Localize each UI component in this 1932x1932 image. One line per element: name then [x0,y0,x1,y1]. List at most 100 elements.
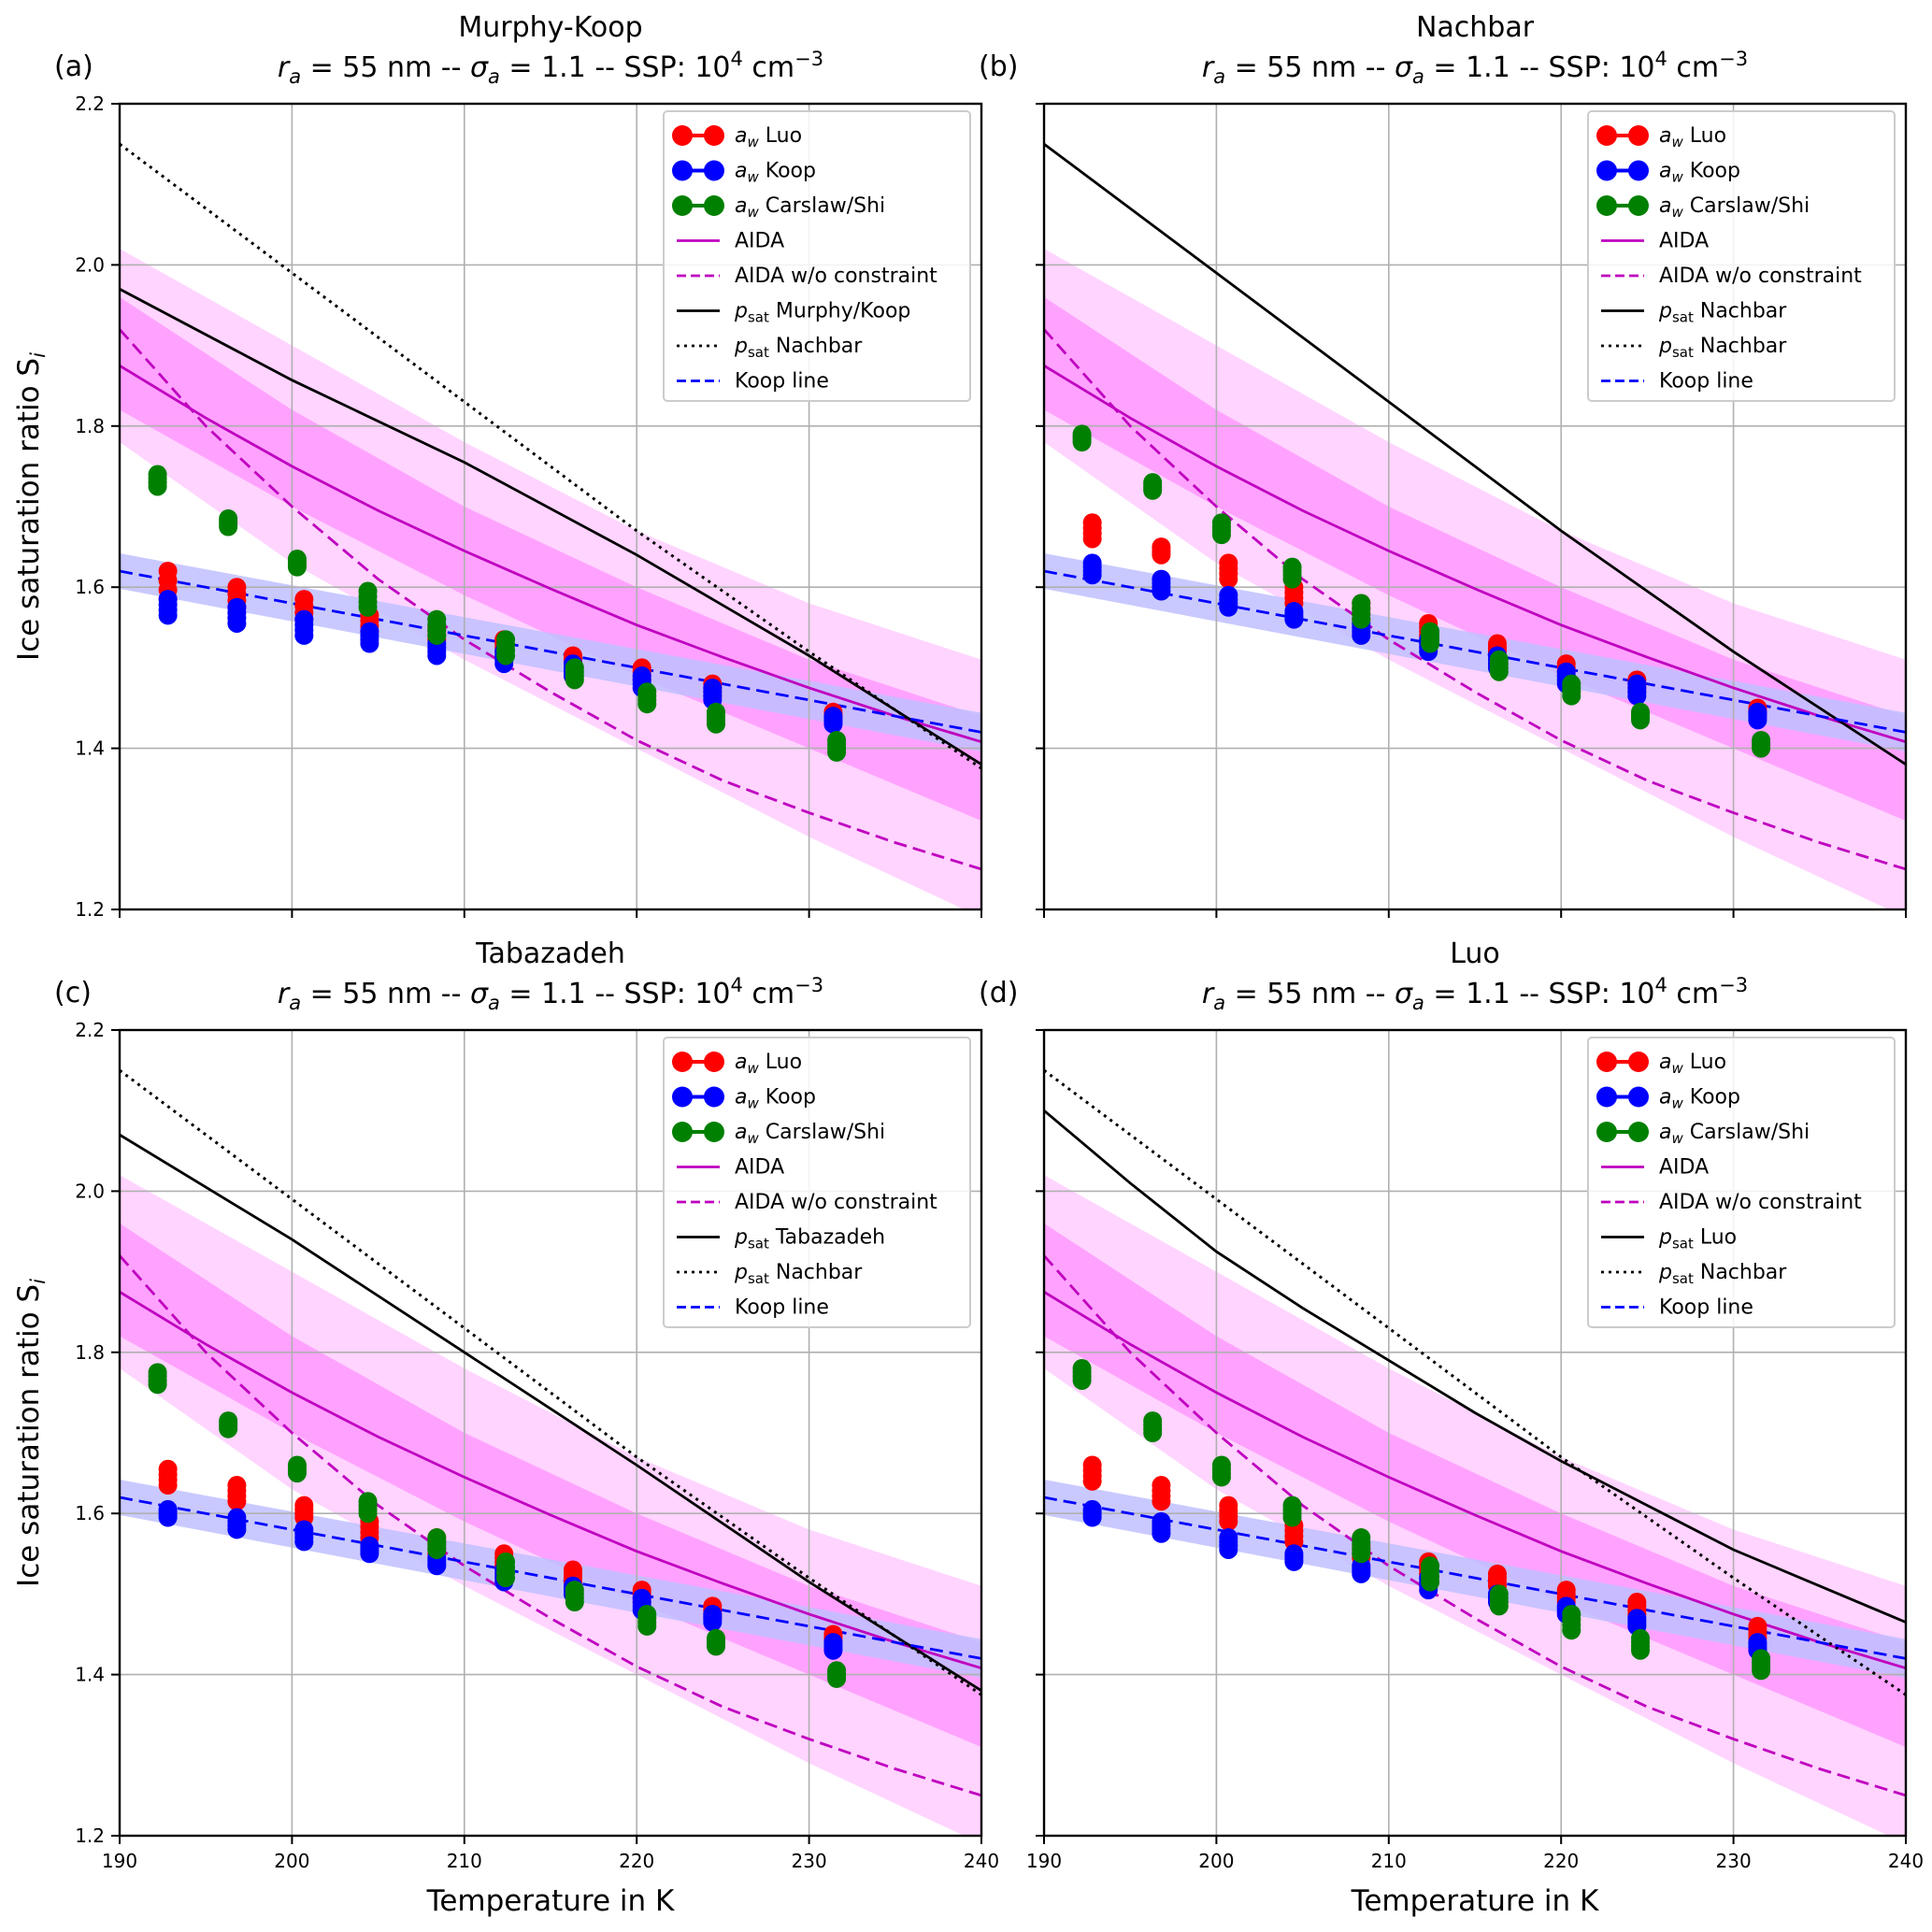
point-1-0-3 [158,1499,178,1519]
plot-area [1044,1030,1906,1836]
legend-space [1683,194,1690,218]
series-line-3 [120,1068,981,1696]
y-axis-title-sub: i [27,1279,50,1284]
x-axis-title: Temperature in K [426,1884,675,1918]
y-axis-title: Ice saturation ratio Si [12,352,50,661]
legend-sub: w [1671,204,1683,221]
point-2-6-3 [1489,650,1509,669]
point-1-1-3 [1152,1511,1171,1531]
legend-label-1: aw Koop [1659,160,1740,186]
legend-space [1683,1121,1690,1144]
point-2-3-3 [1282,557,1302,577]
panel-letter: (b) [979,50,1018,83]
legend-space [1694,1226,1700,1250]
legend-text: AIDA [1659,1156,1709,1180]
subtitle-r-sub: a [1213,65,1225,88]
legend-marker-a-0 [1596,125,1617,146]
point-1-0-3 [158,590,178,609]
legend-text: Koop [766,160,816,183]
legend-label-7: Koop line [1659,370,1753,394]
panel-title: Murphy-Koop [458,11,642,44]
x-tick-label-3: 220 [1543,1850,1579,1872]
point-2-8-3 [707,1628,726,1648]
y-axis-title-sub: i [27,352,50,358]
legend-label-4: AIDA w/o constraint [1659,265,1862,288]
point-2-4-3 [1352,594,1371,613]
legend-label-3: AIDA [735,230,784,253]
point-2-8-3 [1631,702,1651,722]
legend-marker-a-2 [1596,1122,1617,1142]
legend-marker-b-1 [704,160,724,181]
point-2-9-3 [827,730,847,750]
point-1-2-3 [294,1520,314,1539]
legend-marker-b-2 [1628,1122,1649,1142]
legend-marker-b-2 [1628,195,1649,216]
x-tick-label-1: 200 [1198,1850,1234,1872]
y-tick-label-4: 2.0 [75,253,105,276]
legend-prefix: a [1659,194,1671,218]
legend-sub: w [747,1095,759,1112]
series-line-2 [120,1133,981,1692]
x-axis-title: Temperature in K [1351,1884,1599,1918]
point-0-0-3 [1082,513,1102,533]
legend-prefix: a [735,1121,747,1144]
point-1-1-3 [227,597,247,617]
x-tick-label-0: 190 [1026,1850,1062,1872]
legend-marker-a-1 [672,160,693,181]
legend-text: Koop [1690,160,1740,183]
legend-marker-a-1 [1596,1086,1617,1108]
point-2-2-3 [1211,513,1231,533]
plot-area [1044,104,1906,909]
legend-text: Carslaw/Shi [766,194,885,218]
legend-space [759,1051,766,1074]
point-1-1-3 [1152,569,1171,589]
legend-space [759,160,766,183]
legend-label-6: psat Nachbar [734,1261,863,1287]
legend-label-1: aw Koop [735,1086,816,1112]
point-2-4-3 [427,1528,447,1548]
point-0-2-3 [1219,1496,1238,1515]
point-0-6-3 [563,1560,582,1580]
legend-text: AIDA w/o constraint [1659,1191,1862,1214]
legend-space [1694,1261,1700,1284]
legend-label-7: Koop line [735,1296,829,1320]
plot-frame [118,1028,983,1838]
point-1-8-3 [1627,674,1647,694]
point-1-9-3 [1748,1633,1767,1653]
point-1-2-3 [1219,1528,1238,1548]
point-0-1-3 [227,1476,247,1496]
point-0-1-3 [1152,1476,1171,1496]
legend-space [1683,160,1690,183]
series-line-2 [120,288,981,766]
panel-title: Luo [1450,937,1500,970]
point-2-9-3 [1752,1649,1771,1668]
subtitle-exp: 4 [1655,974,1667,996]
y-tick-label-2: 1.6 [75,1502,105,1524]
legend-sub: sat [748,344,769,361]
legend-marker-a-2 [672,1122,693,1142]
legend-sub: w [1671,169,1683,186]
legend-sub: w [1671,134,1683,150]
legend-text: Carslaw/Shi [1690,1121,1810,1144]
legend-label-0: aw Luo [735,124,802,150]
legend-label-0: aw Luo [735,1051,802,1077]
point-1-8-3 [1627,1609,1647,1628]
legend-prefix: a [735,160,747,183]
legend-text: Tabazadeh [775,1226,885,1250]
legend-sub: sat [1672,309,1694,326]
panel-subtitle: ra = 55 nm -- σa = 1.1 -- SSP: 104 cm−3 [278,974,823,1014]
subtitle-exp: 4 [1655,48,1667,70]
point-1-3-3 [1284,1544,1304,1564]
legend-sub: sat [1672,1236,1694,1252]
legend-space [769,300,776,323]
point-0-9-3 [1748,1616,1767,1636]
subtitle-r-sub: a [289,992,301,1014]
subtitle-sigma-sub: a [488,65,500,88]
legend-label-4: AIDA w/o constraint [735,1191,937,1214]
legend-prefix: p [1658,300,1672,323]
legend-space [759,124,766,148]
legend-sub: sat [748,1236,769,1252]
point-2-0-3 [148,1363,167,1382]
point-0-7-3 [1556,1581,1576,1600]
